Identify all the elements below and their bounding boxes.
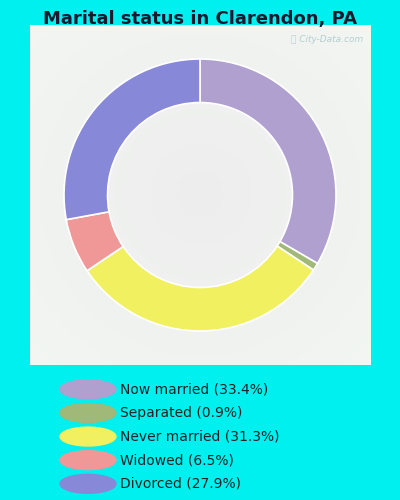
Text: Never married (31.3%): Never married (31.3%) — [120, 430, 280, 444]
Wedge shape — [66, 212, 123, 270]
Text: ⧖ City-Data.com: ⧖ City-Data.com — [291, 35, 363, 44]
Wedge shape — [64, 59, 200, 220]
Circle shape — [60, 380, 116, 399]
Wedge shape — [87, 246, 314, 331]
Wedge shape — [200, 59, 336, 264]
Text: Separated (0.9%): Separated (0.9%) — [120, 406, 242, 420]
Wedge shape — [277, 242, 318, 270]
Text: Divorced (27.9%): Divorced (27.9%) — [120, 477, 241, 491]
Text: Marital status in Clarendon, PA: Marital status in Clarendon, PA — [43, 10, 357, 28]
Circle shape — [60, 404, 116, 422]
Text: Widowed (6.5%): Widowed (6.5%) — [120, 453, 234, 467]
Circle shape — [60, 474, 116, 493]
Text: Now married (33.4%): Now married (33.4%) — [120, 382, 268, 396]
Circle shape — [60, 450, 116, 469]
Circle shape — [60, 427, 116, 446]
